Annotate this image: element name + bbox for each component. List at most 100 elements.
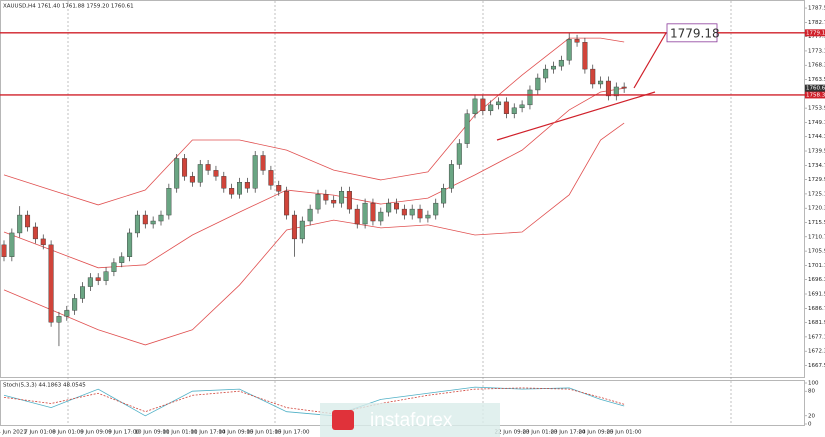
time-label: 7 Jun 01:00 [24,430,56,436]
candle-body [150,220,156,225]
trend-line [496,91,656,141]
annotation-label: 1779.18 [670,26,720,40]
last-price-tag [805,84,825,92]
band-upper [3,37,625,206]
candle-body [25,214,31,228]
candle-body [307,208,313,222]
candle-body [464,113,470,144]
y-tick-label: 1768.30 [808,63,825,69]
candle-body [244,182,250,189]
watermark: instaforex [320,403,500,437]
candle-body [543,68,549,79]
candle-body [252,155,258,189]
y-tick-label: 1705.90 [808,249,825,255]
last-price-label: 1760.61 [806,86,825,92]
candle-body [166,188,172,216]
time-label: 4 Jun 2021 [0,430,27,436]
y-tick-label: 1720.30 [808,206,825,212]
candle-body [64,310,70,317]
candle-body [527,89,533,106]
candle-body [229,188,235,195]
y-tick-label: 1667.50 [808,363,825,369]
y-tick-label: 1715.50 [808,220,825,226]
time-label: 9 Jun 17:00 [108,430,140,436]
y-tick-label: 1725.10 [808,191,825,197]
candle-body [621,86,627,89]
candle-body [386,202,392,213]
candle-body [535,77,541,91]
candle-body [134,214,140,234]
y-tick-label: 1777.90 [808,34,825,40]
candle-body [182,158,188,177]
y-tick-label: 1749.10 [808,120,825,126]
time-label: 9 Jun 09:00 [80,430,112,436]
candle-body [558,59,564,67]
candle-body [401,208,407,216]
candle-body [417,208,423,219]
arrow-line [633,32,667,89]
candle-body [32,226,38,240]
y-tick-label: 1729.90 [808,177,825,183]
candle-body [142,214,148,225]
level-tag [805,91,825,99]
candle-body [221,176,227,189]
candle-body [9,232,15,257]
time-label: 11 Jun 17:00 [191,430,226,436]
candle-body [158,214,164,222]
y-tick-label: 1763.50 [808,77,825,83]
candle-body [488,104,494,112]
y-tick-label: 1787.50 [808,6,825,12]
candle-body [205,164,211,171]
stoch-tick-label: 20 [808,413,815,419]
candle-body [590,68,596,85]
band-lower [3,122,625,346]
candle-body [354,208,360,225]
candle-body [127,232,133,257]
candle-body [40,238,46,246]
candle-body [441,188,447,204]
candle-body [582,42,588,70]
y-tick-label: 1710.70 [808,234,825,240]
candle-body [95,277,101,281]
stoch-tick-label: 0 [808,422,812,428]
y-tick-label: 1691.50 [808,292,825,298]
y-tick-label: 1734.70 [808,163,825,169]
candle-body [174,158,180,189]
time-label: 14 Jun 09:00 [219,430,254,436]
candle-body [605,80,611,97]
time-label: 15 Jun 01:00 [247,430,282,436]
y-tick-label: 1686.70 [808,306,825,312]
candle-body [291,214,297,240]
candle-body [472,98,478,114]
candle-body [511,107,517,114]
candle-body [284,191,290,216]
candle-body [72,298,78,311]
time-label: 10 Jun 09:00 [135,430,170,436]
y-tick-label: 1773.10 [808,48,825,54]
chart-title: XAUUSD,H4 1761.40 1761.88 1759.20 1760.6… [3,4,134,10]
y-tick-label: 1677.10 [808,334,825,340]
candle-body [503,101,509,114]
time-label: 15 Jun 17:00 [275,430,310,436]
candle-body [48,244,54,323]
time-label: 25 Jun 01:00 [607,430,642,436]
candle-body [260,155,266,171]
candle-body [339,191,345,204]
candle-body [268,170,274,186]
candle-body [189,176,195,183]
candle-body [394,202,400,210]
level-label: 1758.33 [806,92,825,98]
annotation-box [666,23,718,43]
stoch-tick-label: 100 [808,381,819,387]
candle-body [17,214,23,234]
candle-body [613,86,619,97]
candle-body [362,202,368,225]
candle-body [236,182,242,195]
candle-body [425,214,431,219]
candle-body [566,39,572,61]
candle-body [111,262,117,272]
candle-body [276,185,282,192]
candle-body [323,194,329,201]
candle-body [103,271,109,281]
stoch-tick-label: 80 [808,389,815,395]
